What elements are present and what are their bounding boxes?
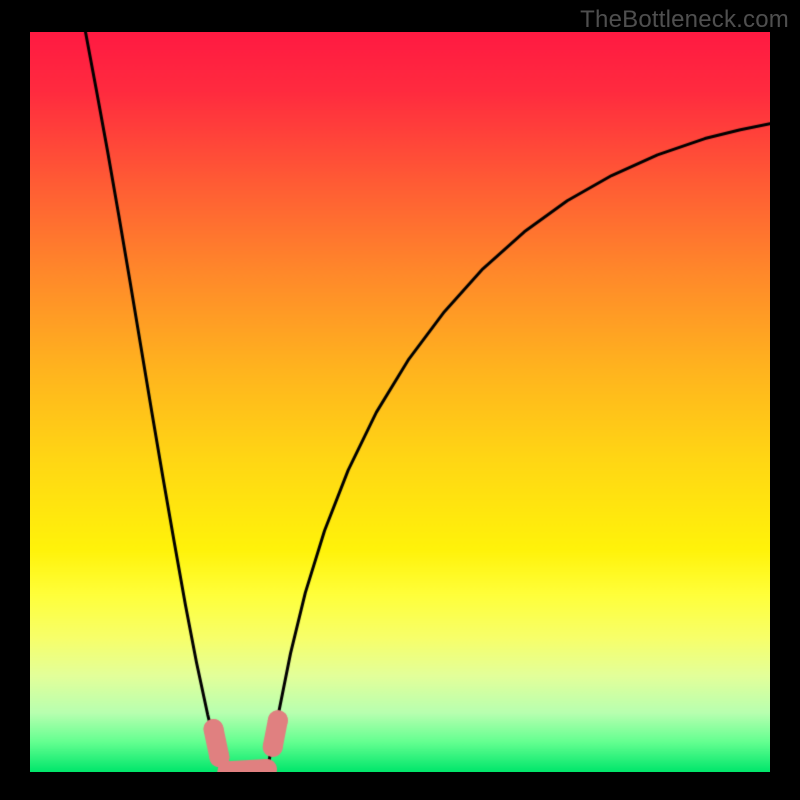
plot-area [30,32,770,772]
bottleneck-chart [30,32,770,772]
figure-root: TheBottleneck.com [0,0,800,800]
watermark-text: TheBottleneck.com [580,6,789,34]
